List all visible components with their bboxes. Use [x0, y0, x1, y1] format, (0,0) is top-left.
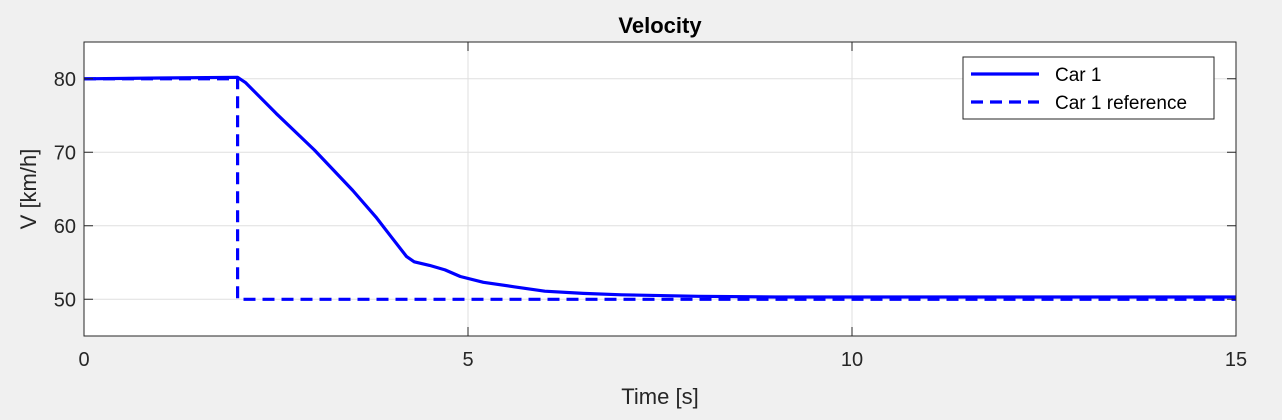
series-layer: [83, 75, 1236, 301]
y-tick-label: 80: [54, 69, 76, 91]
legend: Car 1 Car 1 reference: [962, 56, 1215, 120]
legend-box: [962, 56, 1215, 120]
chart-title: Velocity: [618, 13, 702, 38]
y-axis-label: V [km/h]: [16, 149, 41, 230]
legend-entry-label: Car 1 reference: [1055, 93, 1187, 114]
y-tick-label: 50: [54, 289, 76, 311]
legend-entry-label: Car 1: [1055, 65, 1101, 86]
x-tick-label: 5: [462, 349, 473, 371]
x-tick-label: 10: [841, 349, 863, 371]
y-tick-label: 70: [54, 142, 76, 164]
x-axis-label: Time [s]: [621, 384, 698, 409]
plot-border: [83, 41, 1237, 337]
y-tick-label: 60: [54, 216, 76, 238]
x-tick-label: 15: [1225, 349, 1247, 371]
axis-ticks: 0 5 10 15 50 60 70 80: [54, 42, 1247, 371]
series-line-0: [83, 75, 1236, 299]
x-tick-label: 0: [78, 349, 89, 371]
